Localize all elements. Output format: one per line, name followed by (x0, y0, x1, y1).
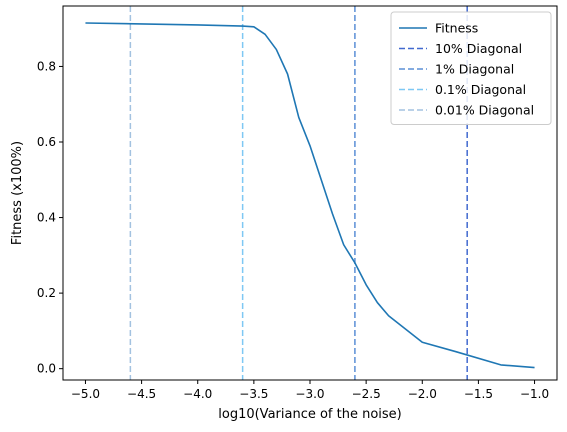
legend-label: 0.1% Diagonal (435, 82, 526, 97)
series-line-0 (85, 22, 535, 369)
y-axis-label: Fitness (x100%) (10, 141, 25, 245)
legend-label: Fitness (435, 21, 478, 36)
y-axis-ticks: 0.0 0.2 0.4 0.6 0.8 (37, 59, 63, 376)
x-tick-label: −3.5 (239, 387, 268, 401)
x-tick-label: −1.0 (520, 387, 549, 401)
legend-label: 0.01% Diagonal (435, 103, 534, 118)
x-axis-label: log10(Variance of the noise) (218, 407, 402, 422)
series-lines (85, 22, 535, 369)
x-tick-label: −4.5 (127, 387, 156, 401)
legend: Fitness 10% Diagonal 1% Diagonal 0.1% Diago… (390, 11, 552, 125)
x-tick-label: −5.0 (71, 387, 100, 401)
y-tick-label: 0.2 (37, 286, 56, 300)
x-tick-label: −4.0 (183, 387, 212, 401)
legend-box (390, 11, 552, 125)
y-tick-label: 0.4 (37, 211, 56, 225)
x-axis-ticks: −5.0 −4.5 −4.0 −3.5 −3.0 −2.5 −2.0 −1.5 −1.0 (71, 380, 549, 401)
x-tick-label: −2.0 (408, 387, 437, 401)
x-tick-label: −1.5 (464, 387, 493, 401)
x-tick-label: −3.0 (295, 387, 324, 401)
legend-label: 10% Diagonal (435, 41, 522, 56)
y-tick-label: 0.0 (37, 362, 56, 376)
x-tick-label: −2.5 (352, 387, 381, 401)
legend-label: 1% Diagonal (435, 62, 514, 77)
vertical-lines (129, 6, 468, 380)
y-tick-label: 0.6 (37, 135, 56, 149)
y-tick-label: 0.8 (37, 59, 56, 73)
